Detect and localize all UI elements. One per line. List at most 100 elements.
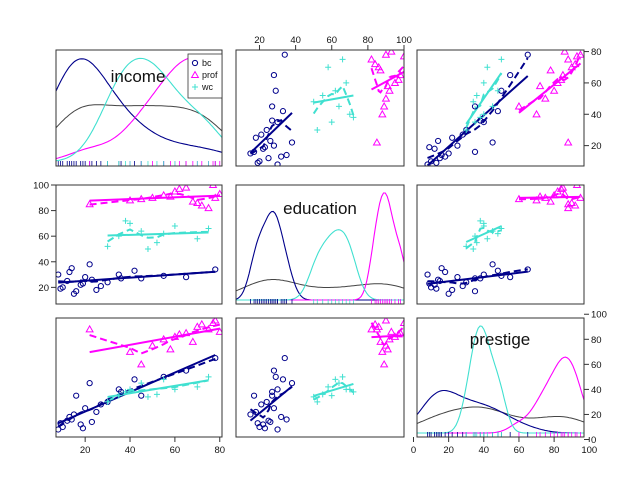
point-prestige-income-bc-9 — [88, 418, 95, 426]
tick-label-education-100: 100 — [396, 35, 412, 46]
point-prestige-education-wc-8 — [339, 373, 346, 380]
point-prestige-education-bc-5 — [270, 405, 278, 412]
fit-income-education-bc — [249, 112, 293, 154]
point-income-prestige-bc-21 — [433, 159, 440, 166]
point-prestige-education-bc-13 — [261, 425, 269, 432]
point-education-prestige-bc-12 — [471, 288, 479, 295]
point-education-income-bc-15 — [138, 275, 145, 282]
point-income-prestige-bc-19 — [524, 51, 531, 58]
density-prestige-bc — [417, 389, 584, 434]
point-income-prestige-wc-9 — [477, 114, 484, 121]
point-income-education-prof-14 — [394, 75, 403, 83]
fit-education-income-wc — [107, 231, 209, 237]
point-education-income-wc-10 — [144, 245, 151, 252]
point-income-prestige-bc-10 — [459, 131, 466, 138]
legend-label-bc: bc — [202, 58, 212, 68]
panel-prestige-prestige — [417, 325, 584, 437]
point-education-income-prof-12 — [166, 192, 175, 200]
point-education-income-prof-8 — [204, 203, 213, 212]
fit-income-prestige-prof — [518, 62, 582, 114]
point-prestige-income-bc-18 — [183, 367, 190, 374]
point-prestige-income-prof-8 — [204, 324, 213, 333]
tick-label-prestige-100: 100 — [581, 445, 597, 456]
tick-label-education-left-60: 60 — [38, 232, 49, 243]
point-education-income-prof-10 — [215, 189, 222, 198]
point-prestige-education-wc-9 — [350, 388, 357, 395]
point-prestige-education-prof-3 — [385, 334, 394, 343]
point-education-prestige-bc-9 — [434, 276, 442, 283]
legend-box — [187, 53, 223, 99]
point-education-income-bc-18 — [183, 274, 190, 281]
panel-income-prestige — [424, 50, 584, 166]
point-prestige-education-bc-10 — [258, 401, 265, 408]
point-education-prestige-prof-6 — [567, 198, 576, 206]
point-prestige-education-wc-1 — [328, 392, 335, 399]
point-income-prestige-prof-13 — [514, 102, 524, 110]
point-prestige-education-bc-2 — [247, 411, 254, 418]
point-education-prestige-bc-11 — [438, 265, 445, 272]
point-education-prestige-prof-3 — [549, 190, 559, 199]
density-prestige-prof — [417, 356, 584, 434]
point-income-education-bc-2 — [247, 150, 254, 157]
point-income-prestige-prof-3 — [549, 86, 559, 94]
panel-income-income — [56, 57, 222, 166]
point-prestige-income-prof-15 — [208, 318, 218, 327]
point-education-income-bc-3 — [56, 271, 62, 278]
point-education-income-prof-3 — [159, 190, 168, 199]
tick-label-education-40: 40 — [290, 35, 301, 46]
point-income-education-wc-3 — [346, 111, 353, 118]
point-education-income-bc-20 — [117, 275, 125, 282]
point-education-prestige-wc-0 — [463, 243, 470, 250]
point-prestige-education-bc-11 — [283, 416, 290, 423]
point-education-income-bc-19 — [212, 266, 219, 273]
point-education-income-wc-3 — [127, 220, 134, 227]
density-education-wc — [236, 229, 404, 301]
point-education-income-prof-5 — [181, 185, 191, 191]
point-prestige-income-prof-2 — [148, 341, 157, 349]
point-income-education-wc-9 — [350, 114, 357, 121]
point-income-education-bc-11 — [283, 151, 290, 159]
point-prestige-income-prof-12 — [166, 344, 175, 353]
point-income-education-bc-12 — [250, 148, 258, 155]
point-income-education-prof-7 — [370, 59, 380, 68]
point-income-education-bc-10 — [258, 131, 265, 138]
point-income-prestige-wc-1 — [472, 119, 479, 126]
tick-label-income-right-20: 20 — [591, 141, 602, 152]
point-education-prestige-bc-1 — [436, 277, 443, 285]
smooth-prestige-education-prof — [370, 322, 404, 347]
panel-frame-education-prestige — [416, 184, 585, 305]
point-prestige-education-prof-15 — [399, 318, 404, 327]
point-education-prestige-wc-1 — [472, 233, 479, 240]
point-prestige-education-wc-0 — [314, 398, 321, 405]
point-education-income-prof-0 — [85, 199, 94, 208]
point-income-prestige-prof-8 — [563, 54, 573, 63]
point-prestige-income-bc-19 — [212, 354, 219, 362]
point-income-prestige-bc-15 — [471, 103, 479, 110]
point-income-prestige-wc-0 — [463, 126, 470, 133]
point-education-income-wc-2 — [138, 228, 145, 235]
fit-income-education-wc — [313, 94, 354, 104]
point-income-prestige-bc-11 — [438, 151, 445, 159]
point-prestige-education-bc-22 — [288, 380, 296, 387]
tick-label-education-left-20: 20 — [38, 283, 49, 294]
point-prestige-education-bc-20 — [269, 388, 276, 396]
point-income-prestige-wc-4 — [473, 92, 480, 99]
point-education-income-wc-8 — [205, 225, 212, 232]
point-income-prestige-bc-6 — [442, 153, 449, 160]
point-education-income-bc-21 — [57, 285, 64, 292]
point-prestige-education-bc-21 — [254, 420, 261, 427]
point-prestige-education-prof-12 — [383, 344, 393, 353]
point-income-education-bc-6 — [278, 153, 285, 160]
point-education-prestige-bc-5 — [454, 274, 461, 281]
point-prestige-income-wc-9 — [122, 388, 129, 395]
panel-frame-education-income — [55, 184, 223, 305]
point-prestige-education-bc-16 — [279, 376, 287, 383]
point-income-education-prof-8 — [367, 54, 376, 63]
point-prestige-education-bc-18 — [270, 367, 278, 374]
point-prestige-income-prof-7 — [197, 319, 207, 328]
smooth-income-education-bc — [250, 119, 293, 155]
point-income-prestige-bc-5 — [454, 142, 461, 149]
panel-income-education — [247, 50, 404, 166]
point-education-prestige-wc-7 — [484, 235, 491, 242]
